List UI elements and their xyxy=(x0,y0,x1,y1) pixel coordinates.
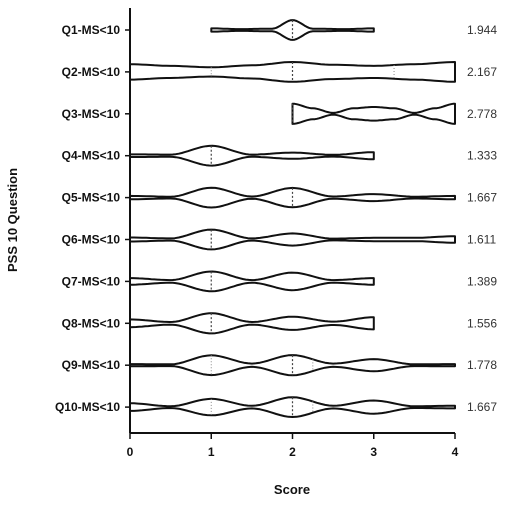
violin-shape xyxy=(291,102,456,125)
violin-10 xyxy=(129,396,456,418)
violin-3 xyxy=(291,102,456,125)
x-tick-label: 2 xyxy=(289,445,296,459)
violin-9 xyxy=(129,354,456,377)
violin-shape xyxy=(129,270,375,293)
y-tick-label: Q2-MS<10 xyxy=(62,65,121,79)
y-tick-label: Q3-MS<10 xyxy=(62,107,121,121)
mean-label: 1.667 xyxy=(467,191,497,205)
violin-shape xyxy=(129,228,456,251)
y-tick-label: Q9-MS<10 xyxy=(62,358,121,372)
mean-label: 1.667 xyxy=(467,400,497,414)
mean-label: 1.333 xyxy=(467,149,497,163)
violin-2 xyxy=(129,61,456,83)
x-tick-label: 1 xyxy=(208,445,215,459)
violin-shape xyxy=(129,354,456,377)
y-tick-label: Q1-MS<10 xyxy=(62,23,121,37)
y-tick-label: Q5-MS<10 xyxy=(62,191,121,205)
violin-8 xyxy=(129,312,375,335)
x-tick-labels: 0 1 2 3 4 xyxy=(127,433,459,459)
x-tick-label: 0 xyxy=(127,445,134,459)
y-tick-label: Q8-MS<10 xyxy=(62,316,121,330)
violin-1 xyxy=(210,19,375,41)
mean-label: 1.611 xyxy=(467,233,496,247)
violin-7 xyxy=(129,270,375,293)
mean-label: 1.778 xyxy=(467,358,497,372)
mean-label: 1.389 xyxy=(467,274,497,288)
violin-shape xyxy=(129,144,375,167)
x-tick-label: 3 xyxy=(370,445,377,459)
y-axis-title: PSS 10 Question xyxy=(5,168,20,272)
violin-5 xyxy=(129,186,456,209)
mean-label: 2.778 xyxy=(467,107,497,121)
violin-6 xyxy=(129,228,456,251)
y-tick-label: Q10-MS<10 xyxy=(55,400,120,414)
y-tick-label: Q6-MS<10 xyxy=(62,233,121,247)
y-tick-label: Q7-MS<10 xyxy=(62,274,121,288)
violin-shape xyxy=(129,312,375,335)
mean-label: 1.556 xyxy=(467,316,497,330)
x-tick-label: 4 xyxy=(452,445,459,459)
y-tick-labels: Q1-MS<10 Q2-MS<10 Q3-MS<10 Q4-MS<10 Q5-MS<10… xyxy=(55,23,130,414)
mean-value-labels: 1.944 2.167 2.778 1.333 1.667 1.611 1.389 1.556… xyxy=(467,23,497,414)
mean-label: 2.167 xyxy=(467,65,497,79)
violin-series xyxy=(129,19,456,418)
y-tick-label: Q4-MS<10 xyxy=(62,149,121,163)
violin-4 xyxy=(129,144,375,167)
mean-label: 1.944 xyxy=(467,23,497,37)
x-axis-title: Score xyxy=(274,482,310,497)
